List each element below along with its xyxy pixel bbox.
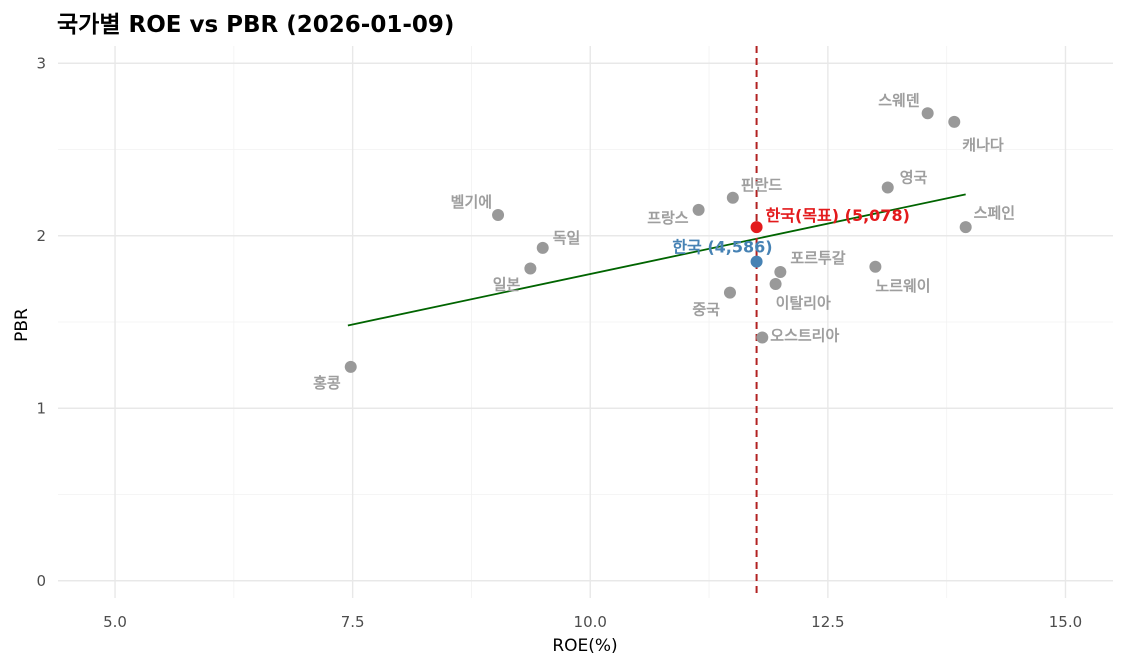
data-point <box>524 262 537 275</box>
grid <box>58 46 1113 598</box>
data-points <box>344 107 972 373</box>
y-tick-label: 0 <box>36 572 46 590</box>
point-label: 일본 <box>493 276 521 294</box>
x-axis-title: ROE(%) <box>552 636 617 656</box>
point-label: 영국 <box>900 168 928 186</box>
data-point <box>959 221 972 234</box>
data-point <box>774 265 787 278</box>
axis-ticks: 5.0 7.5 10.0 12.5 15.0 0 1 2 3 <box>36 54 1082 631</box>
y-tick-label: 1 <box>36 399 46 417</box>
lines <box>347 46 966 598</box>
trend-line <box>347 193 966 327</box>
point-label: 이탈리아 <box>776 294 831 312</box>
point-label: 포르투갈 <box>790 249 845 267</box>
data-point <box>769 278 782 291</box>
point-label: 중국 <box>692 301 720 319</box>
data-point <box>492 209 505 222</box>
data-point <box>726 191 739 204</box>
point-label: 프랑스 <box>647 209 689 227</box>
y-axis-title: PBR <box>12 308 32 342</box>
point-label: 스페인 <box>974 204 1015 222</box>
point-label: 캐나다 <box>962 136 1004 154</box>
data-point <box>948 115 961 128</box>
highlight-point <box>750 255 763 268</box>
data-point <box>921 107 934 120</box>
data-point <box>881 181 894 194</box>
data-point <box>692 203 705 216</box>
x-tick-label: 15.0 <box>1049 613 1082 631</box>
point-label: 홍콩 <box>313 374 341 392</box>
x-tick-label: 5.0 <box>103 613 127 631</box>
x-tick-label: 12.5 <box>811 613 844 631</box>
x-tick-label: 7.5 <box>341 613 365 631</box>
point-label: 스웨덴 <box>878 91 919 109</box>
highlight-label: 한국(목표) (5,078) <box>766 206 910 225</box>
y-tick-label: 3 <box>36 54 46 72</box>
data-point <box>344 360 357 373</box>
y-tick-label: 2 <box>36 227 46 245</box>
point-label: 벨기에 <box>451 193 492 211</box>
point-label: 독일 <box>553 229 581 247</box>
data-point <box>723 286 736 299</box>
data-point <box>536 241 549 254</box>
point-label: 노르웨이 <box>875 277 930 295</box>
point-label: 핀란드 <box>741 176 783 194</box>
chart-title: 국가별 ROE vs PBR (2026-01-09) <box>57 12 454 38</box>
data-point <box>756 331 769 344</box>
data-point <box>869 260 882 273</box>
highlight-point <box>750 221 763 234</box>
highlight-label: 한국 (4,586) <box>672 238 772 257</box>
x-tick-label: 10.0 <box>574 613 607 631</box>
point-label: 오스트리아 <box>770 327 839 345</box>
